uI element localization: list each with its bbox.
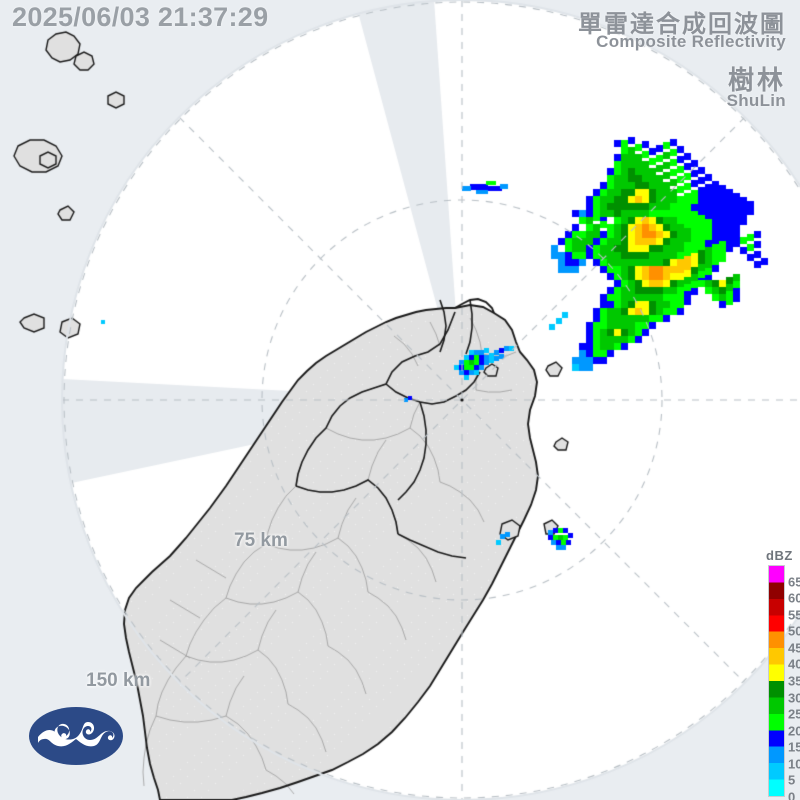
station-name-english: ShuLin xyxy=(726,91,786,110)
range-ring-label-150km: 150 km xyxy=(86,670,151,691)
dbz-tick-40: 40 xyxy=(788,656,800,672)
dbz-tick-25: 25 xyxy=(788,706,800,722)
dbz-color-strip xyxy=(768,565,785,797)
dbz-tick-55: 55 xyxy=(788,607,800,623)
product-title-english: Composite Reflectivity xyxy=(596,32,786,51)
dbz-tick-10: 10 xyxy=(788,756,800,772)
dbz-tick-45: 45 xyxy=(788,640,800,656)
timestamp-label: 2025/06/03 21:37:29 xyxy=(12,2,269,32)
dbz-tick-20: 20 xyxy=(788,723,800,739)
station-name-chinese: 樹林 xyxy=(727,65,786,95)
dbz-color-scale: dBZ 0 5 10 15 20 25 30 35 40 45 50 55 60 65 xyxy=(758,548,800,800)
dbz-tick-30: 30 xyxy=(788,690,800,706)
dbz-tick-5: 5 xyxy=(788,772,796,788)
product-title-chinese: 單雷達合成回波圖 xyxy=(578,11,786,38)
dbz-tick-65: 65 xyxy=(788,574,800,590)
dbz-tick-60: 60 xyxy=(788,590,800,606)
dbz-tick-50: 50 xyxy=(788,623,800,639)
dbz-tick-labels: 0 5 10 15 20 25 30 35 40 45 50 55 60 65 xyxy=(788,565,800,800)
dbz-tick-0: 0 xyxy=(788,789,796,800)
dbz-unit-label: dBZ xyxy=(766,548,793,563)
dbz-tick-15: 15 xyxy=(788,739,800,755)
cwa-logo xyxy=(29,707,123,765)
dbz-tick-35: 35 xyxy=(788,673,800,689)
range-ring-label-75km: 75 km xyxy=(234,530,288,551)
